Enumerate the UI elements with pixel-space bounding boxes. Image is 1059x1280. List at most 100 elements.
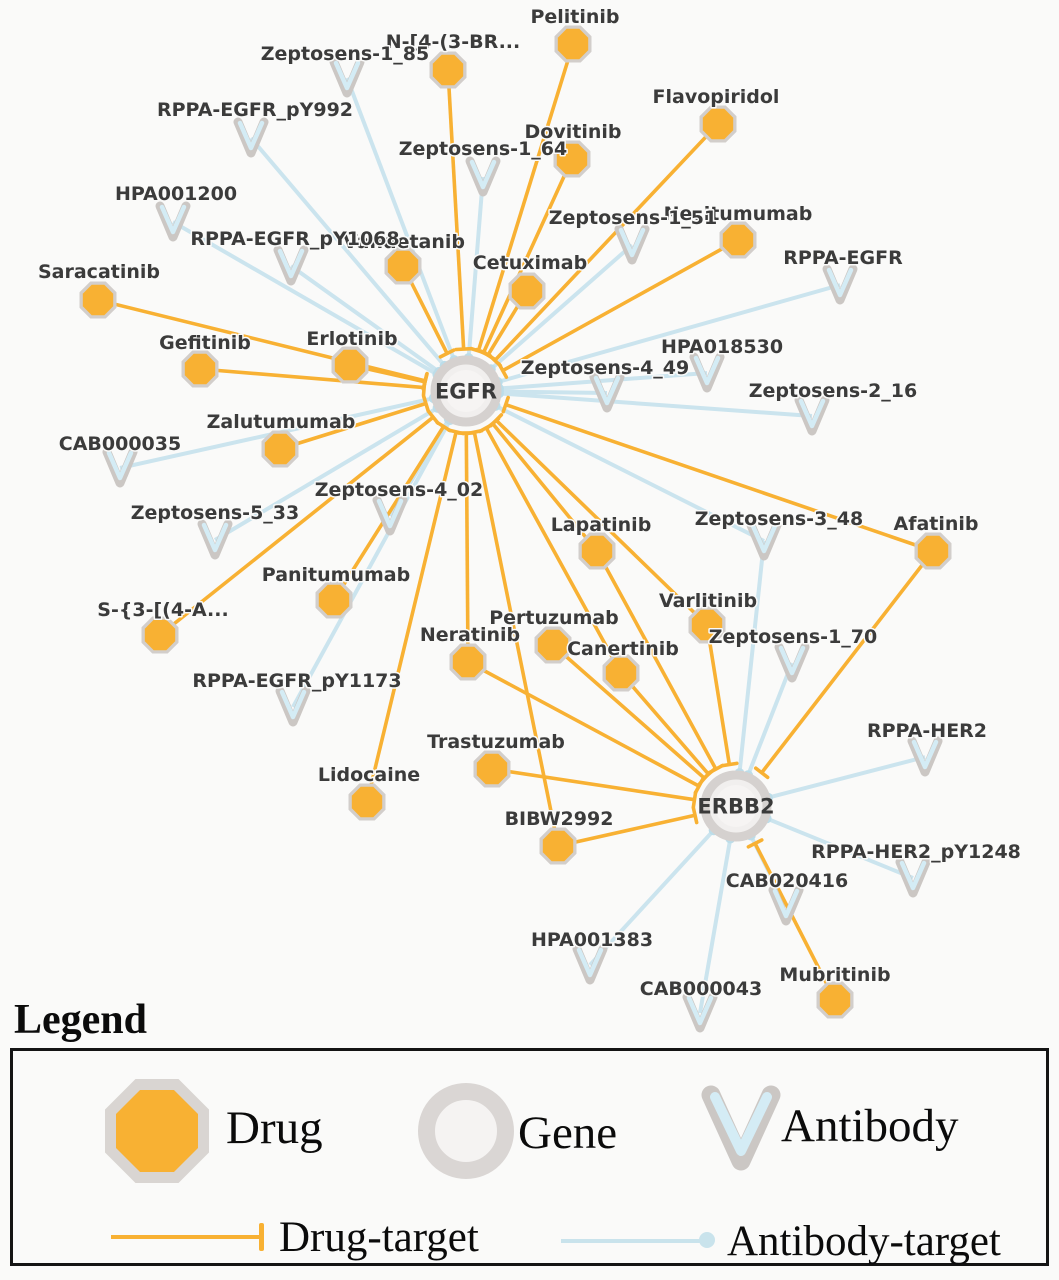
gene-node-icon (418, 1083, 514, 1179)
antibody-v-icon-fill (911, 739, 939, 770)
antibody-v-icon-fill (798, 398, 826, 429)
antibody-label-Afatinib: Afatinib (893, 513, 978, 535)
drug-node-Gefitinib[interactable] (184, 353, 216, 385)
antibody-node-CAB000035[interactable] (102, 447, 138, 488)
antibody-node-RPPA-EGFR_pY1068[interactable] (273, 245, 309, 286)
antibody-v-icon-fill (899, 860, 927, 891)
drug-node-Trastuzumab[interactable] (476, 753, 508, 785)
antibody-node-Zeptosens-4_49[interactable] (589, 372, 625, 413)
antibody-v-icon-fill (826, 267, 854, 298)
edge-antibody-target-ERBB2-RPPA-HER2 (767, 755, 926, 800)
drug-node-Flavopiridol[interactable] (702, 108, 734, 140)
edge-drug-target-ERBB2-Pertuzumab (551, 643, 706, 780)
drug-node-Neratinib[interactable] (452, 646, 484, 678)
drug-node-Dovitinib[interactable] (556, 143, 588, 175)
antibody-v-icon-fill (750, 523, 778, 554)
edge-drug-target-ERBB2-Trastuzumab (491, 767, 695, 802)
antibody-label-Zeptosens-5_33: Zeptosens-5_33 (131, 502, 299, 524)
edge-drug-target-ERBB2-Mubritinib (753, 842, 837, 1001)
drug-node-Vandetanib[interactable] (387, 250, 419, 282)
edge-antibody-target-ERBB2-Zeptosens-1_70 (746, 662, 794, 777)
gene-node-center-ERBB2 (715, 785, 757, 827)
antibody-label-Neratinib: Neratinib (420, 624, 520, 646)
antibody-v-icon-fill (693, 355, 721, 386)
edge-antibody-target-EGFR-HPA018530 (498, 371, 708, 391)
antibody-node-Zeptosens-5_33[interactable] (197, 519, 233, 560)
edge-antibody-target-ERBB2-HPA001383 (588, 828, 716, 967)
drug-node-Canertinib[interactable] (605, 657, 637, 689)
antibody-label-HPA001383: HPA001383 (531, 929, 653, 951)
legend-box: Drug Gene Antibody Drug-target Antibody-… (10, 1048, 1049, 1266)
edge-antibody-target-ERBB2-RPPA-HER2_pY1248 (765, 816, 914, 880)
drug-node-icon-fill (116, 1090, 198, 1172)
antibody-node-RPPA-HER2[interactable] (907, 736, 943, 777)
drug-node-Afatinib[interactable] (917, 535, 949, 567)
antibody-v-icon-fill (279, 689, 307, 720)
drug-node-Erlotinib[interactable] (334, 349, 366, 381)
antibody-node-Zeptosens-4_02[interactable] (372, 495, 408, 536)
edge-drug-target-EGFR-Zalutumumab (279, 401, 427, 451)
legend-label-gene: Gene (518, 1107, 618, 1159)
antibody-label-Canertinib: Canertinib (567, 638, 679, 660)
drug-node-Lidocaine[interactable] (351, 786, 383, 818)
drug-node-Pelitinib[interactable] (557, 28, 589, 60)
drug-node-Saracatinib[interactable] (82, 284, 114, 316)
drug-node-N43BR[interactable] (432, 54, 464, 86)
edge-tbar-N43BR (454, 346, 473, 352)
antibody-label-RPPA-HER2: RPPA-HER2 (867, 720, 987, 742)
antibody-label-RPPA-EGFR: RPPA-EGFR (783, 247, 903, 269)
drug-node-Mubritinib[interactable] (819, 984, 851, 1016)
antibody-v-icon-fill (618, 227, 646, 258)
edge-tbar-Trastuzumab (691, 790, 698, 809)
antibody-node-HPA018530[interactable] (689, 352, 725, 393)
drug-target-edge-icon (111, 1235, 259, 1239)
edge-antibody-target-EGFR-Zeptosens-4_49 (498, 389, 608, 395)
drug-node-Necitumumab[interactable] (722, 224, 754, 256)
antibody-node-HPA001200[interactable] (155, 201, 191, 242)
antibody-node-Zeptosens-1_64[interactable] (465, 156, 501, 197)
antibody-node-Zeptosens-3_48[interactable] (746, 520, 782, 561)
antibody-node-Zeptosens-1_70[interactable] (774, 642, 810, 683)
antibody-v-icon-fill (201, 522, 229, 553)
antibody-node-CAB000043[interactable] (682, 992, 718, 1033)
drug-node-S34A[interactable] (144, 619, 176, 651)
drug-node-Zalutumumab[interactable] (264, 433, 296, 465)
edge-antibody-target-EGFR-RPPA-EGFR (497, 283, 841, 384)
antibody-label-Zeptosens-1_51: Zeptosens-1_51 (549, 207, 717, 229)
drug-node-Varlitinib[interactable] (691, 609, 723, 641)
drug-node-Lapatinib[interactable] (581, 535, 613, 567)
drug-node-Cetuximab[interactable] (511, 275, 543, 307)
antibody-label-Dovitinib: Dovitinib (525, 121, 622, 143)
antibody-node-HPA001383[interactable] (572, 944, 608, 985)
antibody-node-RPPA-EGFR_pY1173[interactable] (275, 686, 311, 727)
drug-node-Pertuzumab[interactable] (537, 629, 569, 661)
antibody-v-icon-fill (277, 248, 305, 279)
antibody-node-CAB020416[interactable] (768, 885, 804, 926)
antibody-label-Zeptosens-4_49: Zeptosens-4_49 (521, 357, 689, 379)
edge-antibody-target-EGFR-RPPA-EGFR_pY992 (249, 136, 447, 368)
antibody-node-Zeptosens-1_51[interactable] (614, 224, 650, 265)
gene-label-ERBB2: ERBB2 (697, 795, 774, 819)
antibody-v-icon-fill (593, 375, 621, 406)
drug-node-BIBW2992[interactable] (542, 830, 574, 862)
edge-drug-target-EGFR-Canertinib (484, 426, 623, 674)
edge-tbar-Varlitinib (720, 761, 739, 768)
antibody-node-Zeptosens-1_85[interactable] (329, 57, 365, 98)
antibody-node-icon (701, 1085, 781, 1171)
edge-drug-target-ERBB2-BIBW2992 (557, 813, 696, 848)
edge-drug-target-EGFR-Lapatinib (491, 422, 599, 553)
edge-tbar-Afatinib (501, 395, 510, 414)
antibody-label-Zalutumumab: Zalutumumab (207, 411, 356, 433)
edge-tbar-Afatinib (753, 766, 770, 780)
antibody-node-RPPA-EGFR_pY992[interactable] (233, 117, 269, 158)
antibody-node-RPPA-HER2_pY1248[interactable] (895, 857, 931, 898)
edge-antibody-target-EGFR-HPA001200 (172, 220, 439, 377)
antibody-v-icon-fill (333, 60, 361, 91)
drug-node-Panitumumab[interactable] (318, 584, 350, 616)
antibody-target-edge-icon (561, 1239, 701, 1243)
antibody-node-RPPA-EGFR[interactable] (822, 264, 858, 305)
antibody-label-RPPA-EGFR_pY1173: RPPA-EGFR_pY1173 (192, 670, 401, 692)
antibody-node-Zeptosens-2_16[interactable] (794, 395, 830, 436)
antibody-label-Trastuzumab: Trastuzumab (427, 731, 565, 753)
